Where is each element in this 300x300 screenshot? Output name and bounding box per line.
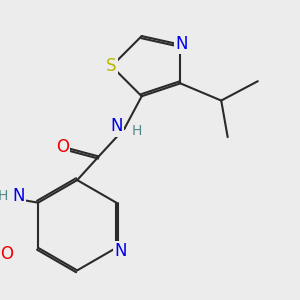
- Text: O: O: [56, 138, 69, 156]
- Text: N: N: [175, 35, 188, 53]
- Text: N: N: [114, 242, 127, 260]
- Text: H: H: [131, 124, 142, 138]
- Text: O: O: [0, 245, 13, 263]
- Text: N: N: [12, 187, 25, 205]
- Text: N: N: [110, 117, 123, 135]
- Text: S: S: [106, 57, 117, 75]
- Text: H: H: [0, 189, 8, 203]
